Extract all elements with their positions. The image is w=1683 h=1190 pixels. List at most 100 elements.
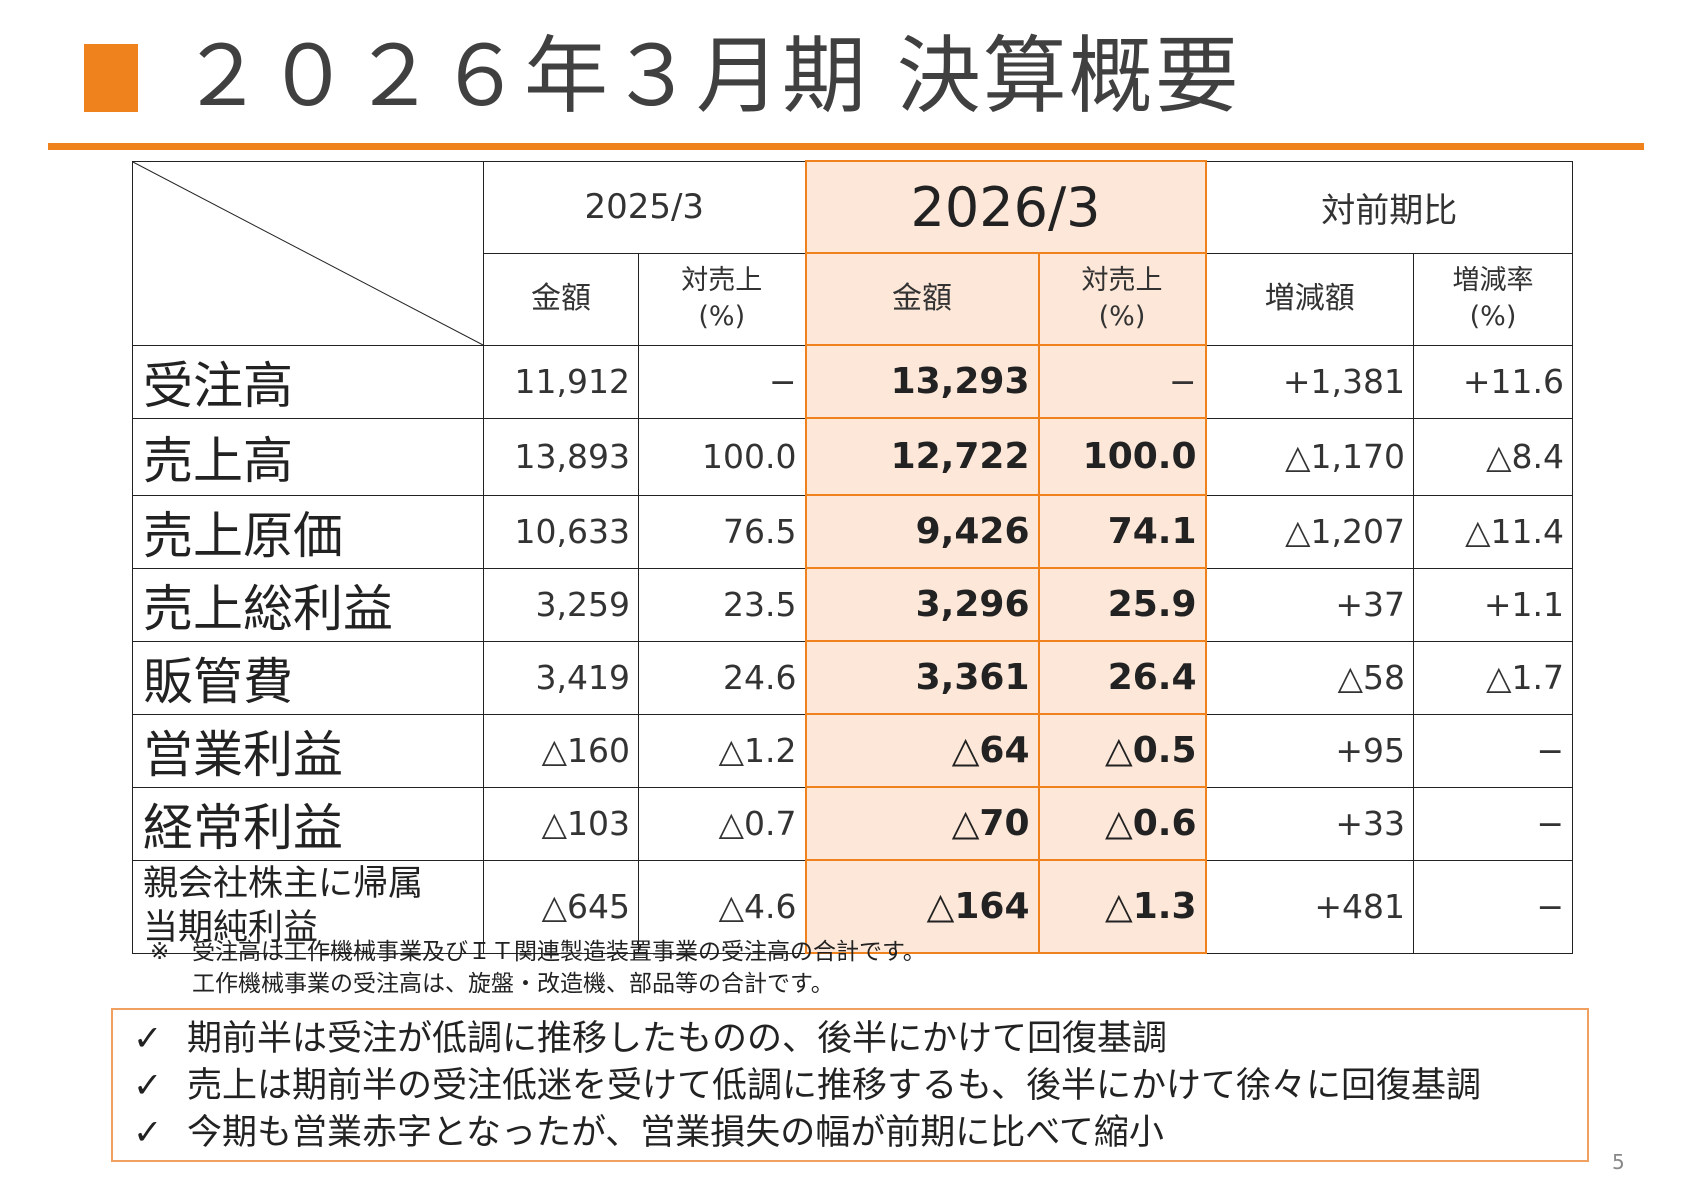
diff-cell: △1,207: [1205, 494, 1415, 569]
row-label: 売上原価: [132, 494, 484, 569]
prev-ratio-cell: −: [638, 344, 806, 419]
table-row-sga: 販管費 3,419 24.6 3,361 26.4 △58 △1.7: [132, 640, 1574, 715]
curr-ratio-cell: 25.9: [1037, 567, 1207, 642]
page-number: 5: [1612, 1150, 1625, 1174]
diff-cell: △1,170: [1205, 417, 1415, 496]
title-accent-square: [84, 44, 138, 112]
header-prev-ratio-line1: 対売上: [681, 264, 763, 296]
rate-cell: −: [1413, 713, 1574, 788]
table-row-cost-of-sales: 売上原価 10,633 76.5 9,426 74.1 △1,207 △11.4: [132, 494, 1574, 569]
curr-ratio-cell: −: [1037, 344, 1207, 419]
footnote-mark: ※: [150, 939, 170, 965]
key-point: ✓ 期前半は受注が低調に推移したものの、後半にかけて回復基調: [133, 1016, 1587, 1063]
curr-amount-cell: 13,293: [804, 344, 1040, 419]
curr-ratio-cell: 74.1: [1037, 494, 1207, 569]
table-header-row-columns: 金額 対売上 (%) 金額 対売上 (%) 増減額 増減率 (%): [133, 252, 1574, 346]
rate-cell: +1.1: [1413, 567, 1574, 642]
header-comparison: 対前期比: [1205, 160, 1574, 254]
curr-amount-cell: 3,361: [804, 640, 1040, 715]
check-icon: ✓: [133, 1019, 163, 1059]
prev-amount-cell: △160: [483, 713, 639, 788]
diff-cell: △58: [1205, 640, 1415, 715]
corner-diagonal-cell: [132, 160, 484, 346]
header-prev-ratio: 対売上 (%): [638, 252, 806, 346]
title-underline: [48, 143, 1644, 150]
curr-ratio-cell: 100.0: [1037, 417, 1207, 496]
header-year-curr: 2026/3: [804, 160, 1207, 254]
table-row-gross-profit: 売上総利益 3,259 23.5 3,296 25.9 +37 +1.1: [132, 567, 1574, 642]
header-prev-ratio-line2: (%): [698, 301, 746, 332]
key-point: ✓ 今期も営業赤字となったが、営業損失の幅が前期に比べて縮小: [133, 1110, 1587, 1157]
prev-amount-cell: 10,633: [483, 494, 639, 569]
footnote-text-2: 工作機械事業の受注高は、旋盤・改造機、部品等の合計です。: [192, 971, 834, 997]
header-diff: 増減額: [1205, 252, 1415, 346]
rate-cell: −: [1413, 786, 1574, 861]
row-label: 受注高: [132, 344, 484, 419]
diff-cell: +481: [1205, 859, 1415, 954]
curr-amount-cell: △64: [804, 713, 1040, 788]
prev-ratio-cell: 23.5: [638, 567, 806, 642]
key-point-text: 期前半は受注が低調に推移したものの、後半にかけて回復基調: [187, 1019, 1168, 1059]
diff-cell: +1,381: [1205, 344, 1415, 419]
header-curr-ratio-line1: 対売上: [1081, 264, 1163, 296]
header-curr-ratio-line2: (%): [1098, 301, 1146, 332]
diff-cell: +37: [1205, 567, 1415, 642]
table-header-row-years: 2025/3 2026/3 対前期比: [132, 160, 1574, 346]
prev-ratio-cell: 76.5: [638, 494, 806, 569]
table-row-operating-profit: 営業利益 △160 △1.2 △64 △0.5 +95 −: [132, 713, 1574, 788]
curr-ratio-cell: △0.5: [1037, 713, 1207, 788]
row-label-line2: 当期純利益: [143, 907, 319, 948]
curr-amount-cell: △164: [804, 859, 1040, 954]
curr-ratio-cell: △1.3: [1037, 859, 1207, 954]
header-curr-amount: 金額: [804, 252, 1040, 346]
rate-cell: △1.7: [1413, 640, 1574, 715]
diagonal-line: [133, 162, 483, 345]
prev-amount-cell: △645: [483, 859, 639, 954]
footnote: ※ 受注高は工作機械事業及びＩＴ関連製造装置事業の受注高の合計です。 工作機械事業…: [150, 936, 926, 1000]
table-row-net-income: 親会社株主に帰属 当期純利益 △645 △4.6 △164 △1.3 +481 −: [132, 859, 1574, 954]
rate-cell: −: [1413, 859, 1574, 954]
curr-amount-cell: 9,426: [804, 494, 1040, 569]
row-label: 親会社株主に帰属 当期純利益: [132, 859, 484, 954]
prev-ratio-cell: 24.6: [638, 640, 806, 715]
prev-amount-cell: 3,419: [483, 640, 639, 715]
row-label: 経常利益: [132, 786, 484, 861]
row-label: 営業利益: [132, 713, 484, 788]
rate-cell: +11.6: [1413, 344, 1574, 419]
prev-amount-cell: 3,259: [483, 567, 639, 642]
key-points-box: ✓ 期前半は受注が低調に推移したものの、後半にかけて回復基調 ✓ 売上は期前半の受注…: [111, 1008, 1589, 1162]
key-point: ✓ 売上は期前半の受注低迷を受けて低調に推移するも、後半にかけて徐々に回復基調: [133, 1063, 1587, 1110]
curr-amount-cell: 12,722: [804, 417, 1040, 496]
diff-cell: +95: [1205, 713, 1415, 788]
table-row-orders: 受注高 11,912 − 13,293 − +1,381 +11.6: [132, 344, 1574, 419]
prev-ratio-cell: 100.0: [638, 417, 806, 496]
curr-amount-cell: △70: [804, 786, 1040, 861]
check-icon: ✓: [133, 1113, 163, 1153]
footnote-line: ※ 受注高は工作機械事業及びＩＴ関連製造装置事業の受注高の合計です。: [150, 936, 926, 968]
prev-ratio-cell: △4.6: [638, 859, 806, 954]
prev-amount-cell: 13,893: [483, 417, 639, 496]
header-prev-amount: 金額: [483, 252, 639, 346]
prev-ratio-cell: △1.2: [638, 713, 806, 788]
row-label: 販管費: [132, 640, 484, 715]
row-label-line1: 親会社株主に帰属: [143, 863, 424, 904]
header-rate: 増減率 (%): [1413, 252, 1574, 346]
key-point-text: 今期も営業赤字となったが、営業損失の幅が前期に比べて縮小: [187, 1113, 1164, 1153]
key-point-text: 売上は期前半の受注低迷を受けて低調に推移するも、後半にかけて徐々に回復基調: [187, 1066, 1481, 1106]
check-icon: ✓: [133, 1066, 163, 1106]
table-row-ordinary-profit: 経常利益 △103 △0.7 △70 △0.6 +33 −: [132, 786, 1574, 861]
curr-amount-cell: 3,296: [804, 567, 1040, 642]
curr-ratio-cell: 26.4: [1037, 640, 1207, 715]
footnote-text-1: 受注高は工作機械事業及びＩＴ関連製造装置事業の受注高の合計です。: [192, 939, 926, 965]
rate-cell: △8.4: [1413, 417, 1574, 496]
results-summary-table: 2025/3 2026/3 対前期比 金額 対売上 (%) 金額 対売上 (%) 増…: [132, 160, 1574, 954]
row-label: 売上高: [132, 417, 484, 496]
header-year-prev: 2025/3: [483, 160, 806, 254]
page-title: ２０２６年３月期 決算概要: [180, 27, 1241, 125]
curr-ratio-cell: △0.6: [1037, 786, 1207, 861]
prev-ratio-cell: △0.7: [638, 786, 806, 861]
rate-cell: △11.4: [1413, 494, 1574, 569]
prev-amount-cell: △103: [483, 786, 639, 861]
prev-amount-cell: 11,912: [483, 344, 639, 419]
row-label: 売上総利益: [132, 567, 484, 642]
